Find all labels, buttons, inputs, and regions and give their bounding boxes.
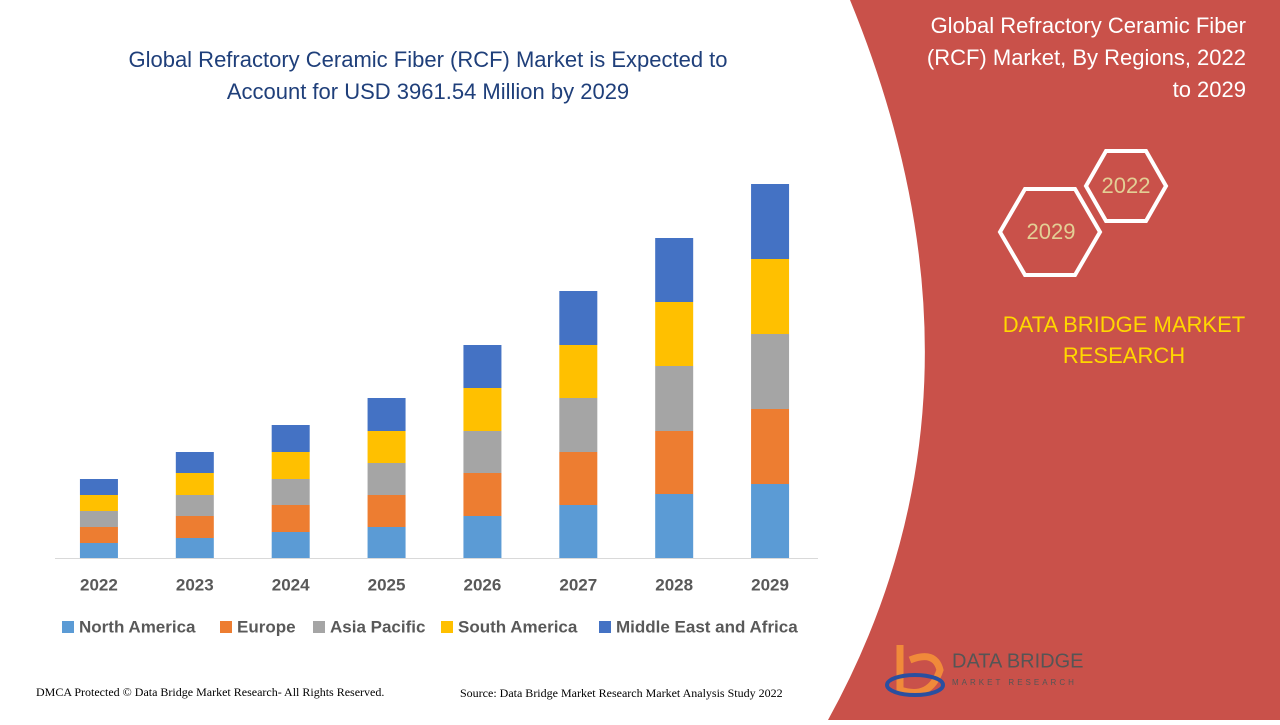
bar-segment <box>655 366 694 431</box>
legend-swatch <box>220 621 232 633</box>
legend-swatch <box>599 621 611 633</box>
bar-segment <box>79 479 118 495</box>
logo-mark <box>885 673 945 697</box>
bar-segment <box>751 259 790 334</box>
bar-segment <box>655 431 694 494</box>
bar-segment <box>79 495 118 511</box>
footer: Source: Data Bridge Market Research Mark… <box>460 686 783 700</box>
x-tick-label: 2023 <box>176 575 214 594</box>
bar-segment <box>175 495 214 516</box>
side-title: to 2029 <box>1173 77 1246 102</box>
legend-swatch <box>441 621 453 633</box>
legend-label: Asia Pacific <box>330 617 425 636</box>
logo-mark <box>896 645 944 696</box>
bar-segment <box>367 431 406 463</box>
footer: DMCA Protected © Data Bridge Market Rese… <box>36 685 384 699</box>
logo-text: MARKET RESEARCH <box>952 678 1077 687</box>
bar-segment <box>463 431 502 473</box>
x-tick-label: 2024 <box>272 575 310 594</box>
bar-segment <box>751 334 790 409</box>
bar-segment <box>175 473 214 495</box>
hexagon <box>1083 149 1169 223</box>
bar-segment <box>559 291 598 345</box>
chart-title: Account for USD 3961.54 Million by 2029 <box>227 79 629 104</box>
bar-segment <box>175 452 214 473</box>
hexagon-label: 2022 <box>1102 173 1151 198</box>
bar-segment <box>367 398 406 431</box>
bar-segment <box>79 511 118 527</box>
side-title: (RCF) Market, By Regions, 2022 <box>927 45 1246 70</box>
brand: DATA BRIDGE MARKET <box>1003 312 1245 337</box>
bar-segment <box>559 345 598 398</box>
x-tick-label: 2027 <box>559 575 597 594</box>
hexagon <box>997 187 1103 277</box>
bar-segment <box>79 527 118 543</box>
side-panel <box>828 0 1280 720</box>
bar-segment <box>559 452 598 505</box>
bar-segment <box>559 398 598 452</box>
bar-segment <box>175 538 214 558</box>
side-title: Global Refractory Ceramic Fiber <box>931 13 1246 38</box>
x-tick-label: 2029 <box>751 575 789 594</box>
bar-segment <box>463 473 502 516</box>
legend-swatch <box>62 621 74 633</box>
bar-segment <box>751 409 790 484</box>
bar-segment <box>175 516 214 538</box>
bar-segment <box>751 184 790 259</box>
bar-segment <box>79 543 118 558</box>
x-tick-label: 2022 <box>80 575 118 594</box>
chart-title: Global Refractory Ceramic Fiber (RCF) Ma… <box>128 47 727 72</box>
bar-segment <box>271 505 310 532</box>
bar-segment <box>271 532 310 558</box>
legend-label: Middle East and Africa <box>616 617 798 636</box>
bar-segment <box>463 388 502 431</box>
x-tick-label: 2028 <box>655 575 693 594</box>
bar-segment <box>367 495 406 527</box>
bar-segment <box>271 479 310 505</box>
legend-label: South America <box>458 617 578 636</box>
legend-label: Europe <box>237 617 296 636</box>
x-tick-label: 2026 <box>464 575 502 594</box>
bar-segment <box>271 425 310 452</box>
bar-segment <box>463 345 502 388</box>
bar-segment <box>367 527 406 558</box>
x-tick-label: 2025 <box>368 575 406 594</box>
bar-segment <box>559 505 598 558</box>
logo-text: DATA BRIDGE <box>952 650 1084 672</box>
bar-segment <box>463 516 502 558</box>
bar-segment <box>751 484 790 558</box>
bar-segment <box>367 463 406 495</box>
hexagon-label: 2029 <box>1027 219 1076 244</box>
legend-swatch <box>313 621 325 633</box>
bar-segment <box>655 494 694 558</box>
brand: RESEARCH <box>1063 343 1185 368</box>
bar-segment <box>655 238 694 302</box>
legend-label: North America <box>79 617 196 636</box>
bar-segment <box>271 452 310 479</box>
bar-segment <box>655 302 694 366</box>
